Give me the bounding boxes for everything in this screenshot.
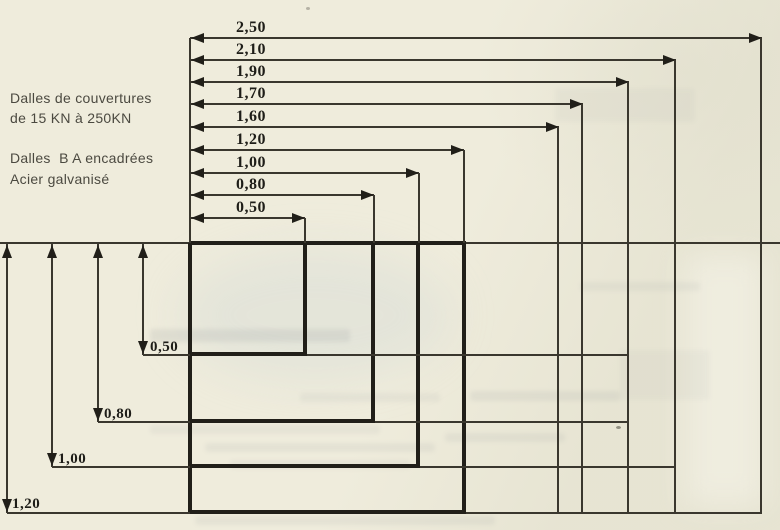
arrow-right-icon	[451, 145, 464, 155]
arrow-right-icon	[546, 122, 559, 132]
note-line-3: Dalles B A encadrées	[10, 150, 154, 166]
paper-tint-top-right	[470, 0, 780, 240]
arrow-down-icon	[138, 341, 148, 354]
dim-label-1-70: 1,70	[236, 85, 266, 102]
arrow-down-icon	[47, 453, 57, 466]
arrow-right-icon	[749, 33, 762, 43]
note-line-2: de 15 KN à 250KN	[10, 110, 132, 126]
arrow-right-icon	[663, 55, 676, 65]
arrow-left-icon	[191, 55, 204, 65]
extension-line-1-20	[463, 150, 465, 243]
dim-label-left-1-00: 1,00	[58, 451, 87, 467]
arrow-right-icon	[406, 168, 419, 178]
dim-line-1-00	[190, 172, 419, 174]
arrow-right-icon	[570, 99, 583, 109]
print-through-smudge	[150, 329, 350, 342]
print-through-smudge	[470, 391, 620, 401]
extension-line-1-90	[627, 82, 629, 514]
dirt-speck	[306, 7, 310, 10]
slab-left-edge	[188, 243, 192, 514]
note-line-1: Dalles de couvertures	[10, 90, 152, 106]
slab-0-50-bottom-edge	[190, 352, 307, 356]
dim-line-left-1-20	[6, 243, 8, 513]
depth-line-0-50	[143, 354, 629, 356]
dim-label-left-1-20: 1,20	[12, 496, 41, 512]
print-through-smudge	[620, 350, 710, 400]
dim-line-left-0-50	[142, 243, 144, 355]
extension-line-0-50	[304, 218, 306, 243]
dim-line-1-60	[190, 126, 559, 128]
paper-tint-right-column	[685, 255, 765, 505]
dim-line-1-20	[190, 149, 464, 151]
dirt-speck	[616, 426, 621, 429]
arrow-left-icon	[191, 190, 204, 200]
arrow-left-icon	[191, 122, 204, 132]
print-through-smudge	[205, 443, 435, 452]
baseline-bold-segment	[190, 241, 466, 245]
dim-line-0-50	[190, 217, 305, 219]
arrow-down-icon	[93, 408, 103, 421]
arrow-right-icon	[361, 190, 374, 200]
arrow-left-icon	[191, 145, 204, 155]
arrow-left-icon	[191, 168, 204, 178]
arrow-up-icon	[138, 245, 148, 258]
dim-line-1-70	[190, 103, 583, 105]
dim-line-left-1-00	[51, 243, 53, 467]
arrow-left-icon	[191, 33, 204, 43]
arrow-left-icon	[191, 213, 204, 223]
dim-line-0-80	[190, 194, 374, 196]
arrow-right-icon	[616, 77, 629, 87]
print-through-smudge	[195, 516, 495, 525]
arrow-up-icon	[2, 245, 12, 258]
dim-line-2-10	[190, 59, 676, 61]
slab-0-80-bottom-edge	[190, 419, 375, 423]
print-through-smudge	[580, 282, 700, 291]
arrow-up-icon	[47, 245, 57, 258]
slab-1-20-right-edge	[462, 243, 466, 514]
arrow-right-icon	[292, 213, 305, 223]
extension-line-1-00	[418, 173, 420, 243]
dim-label-1-20: 1,20	[236, 131, 266, 148]
arrow-left-icon	[191, 77, 204, 87]
arrow-up-icon	[93, 245, 103, 258]
dim-label-2-10: 2,10	[236, 41, 266, 58]
extension-line-0-80	[373, 195, 375, 243]
dim-label-left-0-50: 0,50	[150, 339, 179, 355]
dim-label-1-00: 1,00	[236, 154, 266, 171]
dim-label-0-80: 0,80	[236, 176, 266, 193]
dim-label-1-60: 1,60	[236, 108, 266, 125]
extension-line-1-70	[581, 104, 583, 514]
paper-tint-center	[180, 250, 450, 380]
dim-line-1-90	[190, 81, 629, 83]
extension-line-2-10	[674, 60, 676, 514]
print-through-smudge	[150, 425, 380, 434]
slab-1-00-bottom-edge	[190, 464, 420, 468]
extension-line-1-60	[557, 127, 559, 514]
dim-line-left-0-80	[97, 243, 99, 422]
arrow-down-icon	[2, 499, 12, 512]
dim-line-2-50	[190, 37, 762, 39]
note-line-4: Acier galvanisé	[10, 171, 110, 187]
dim-label-0-50: 0,50	[236, 199, 266, 216]
arrow-left-icon	[191, 99, 204, 109]
dim-label-2-50: 2,50	[236, 19, 266, 36]
slab-0-80-right-edge	[371, 243, 375, 423]
slab-0-50-right-edge	[303, 243, 307, 356]
dim-label-1-90: 1,90	[236, 63, 266, 80]
extension-line-2-50	[760, 38, 762, 514]
slab-1-20-bottom-edge	[190, 510, 466, 514]
dim-label-left-0-80: 0,80	[104, 406, 133, 422]
dimension-origin-line	[189, 38, 191, 243]
